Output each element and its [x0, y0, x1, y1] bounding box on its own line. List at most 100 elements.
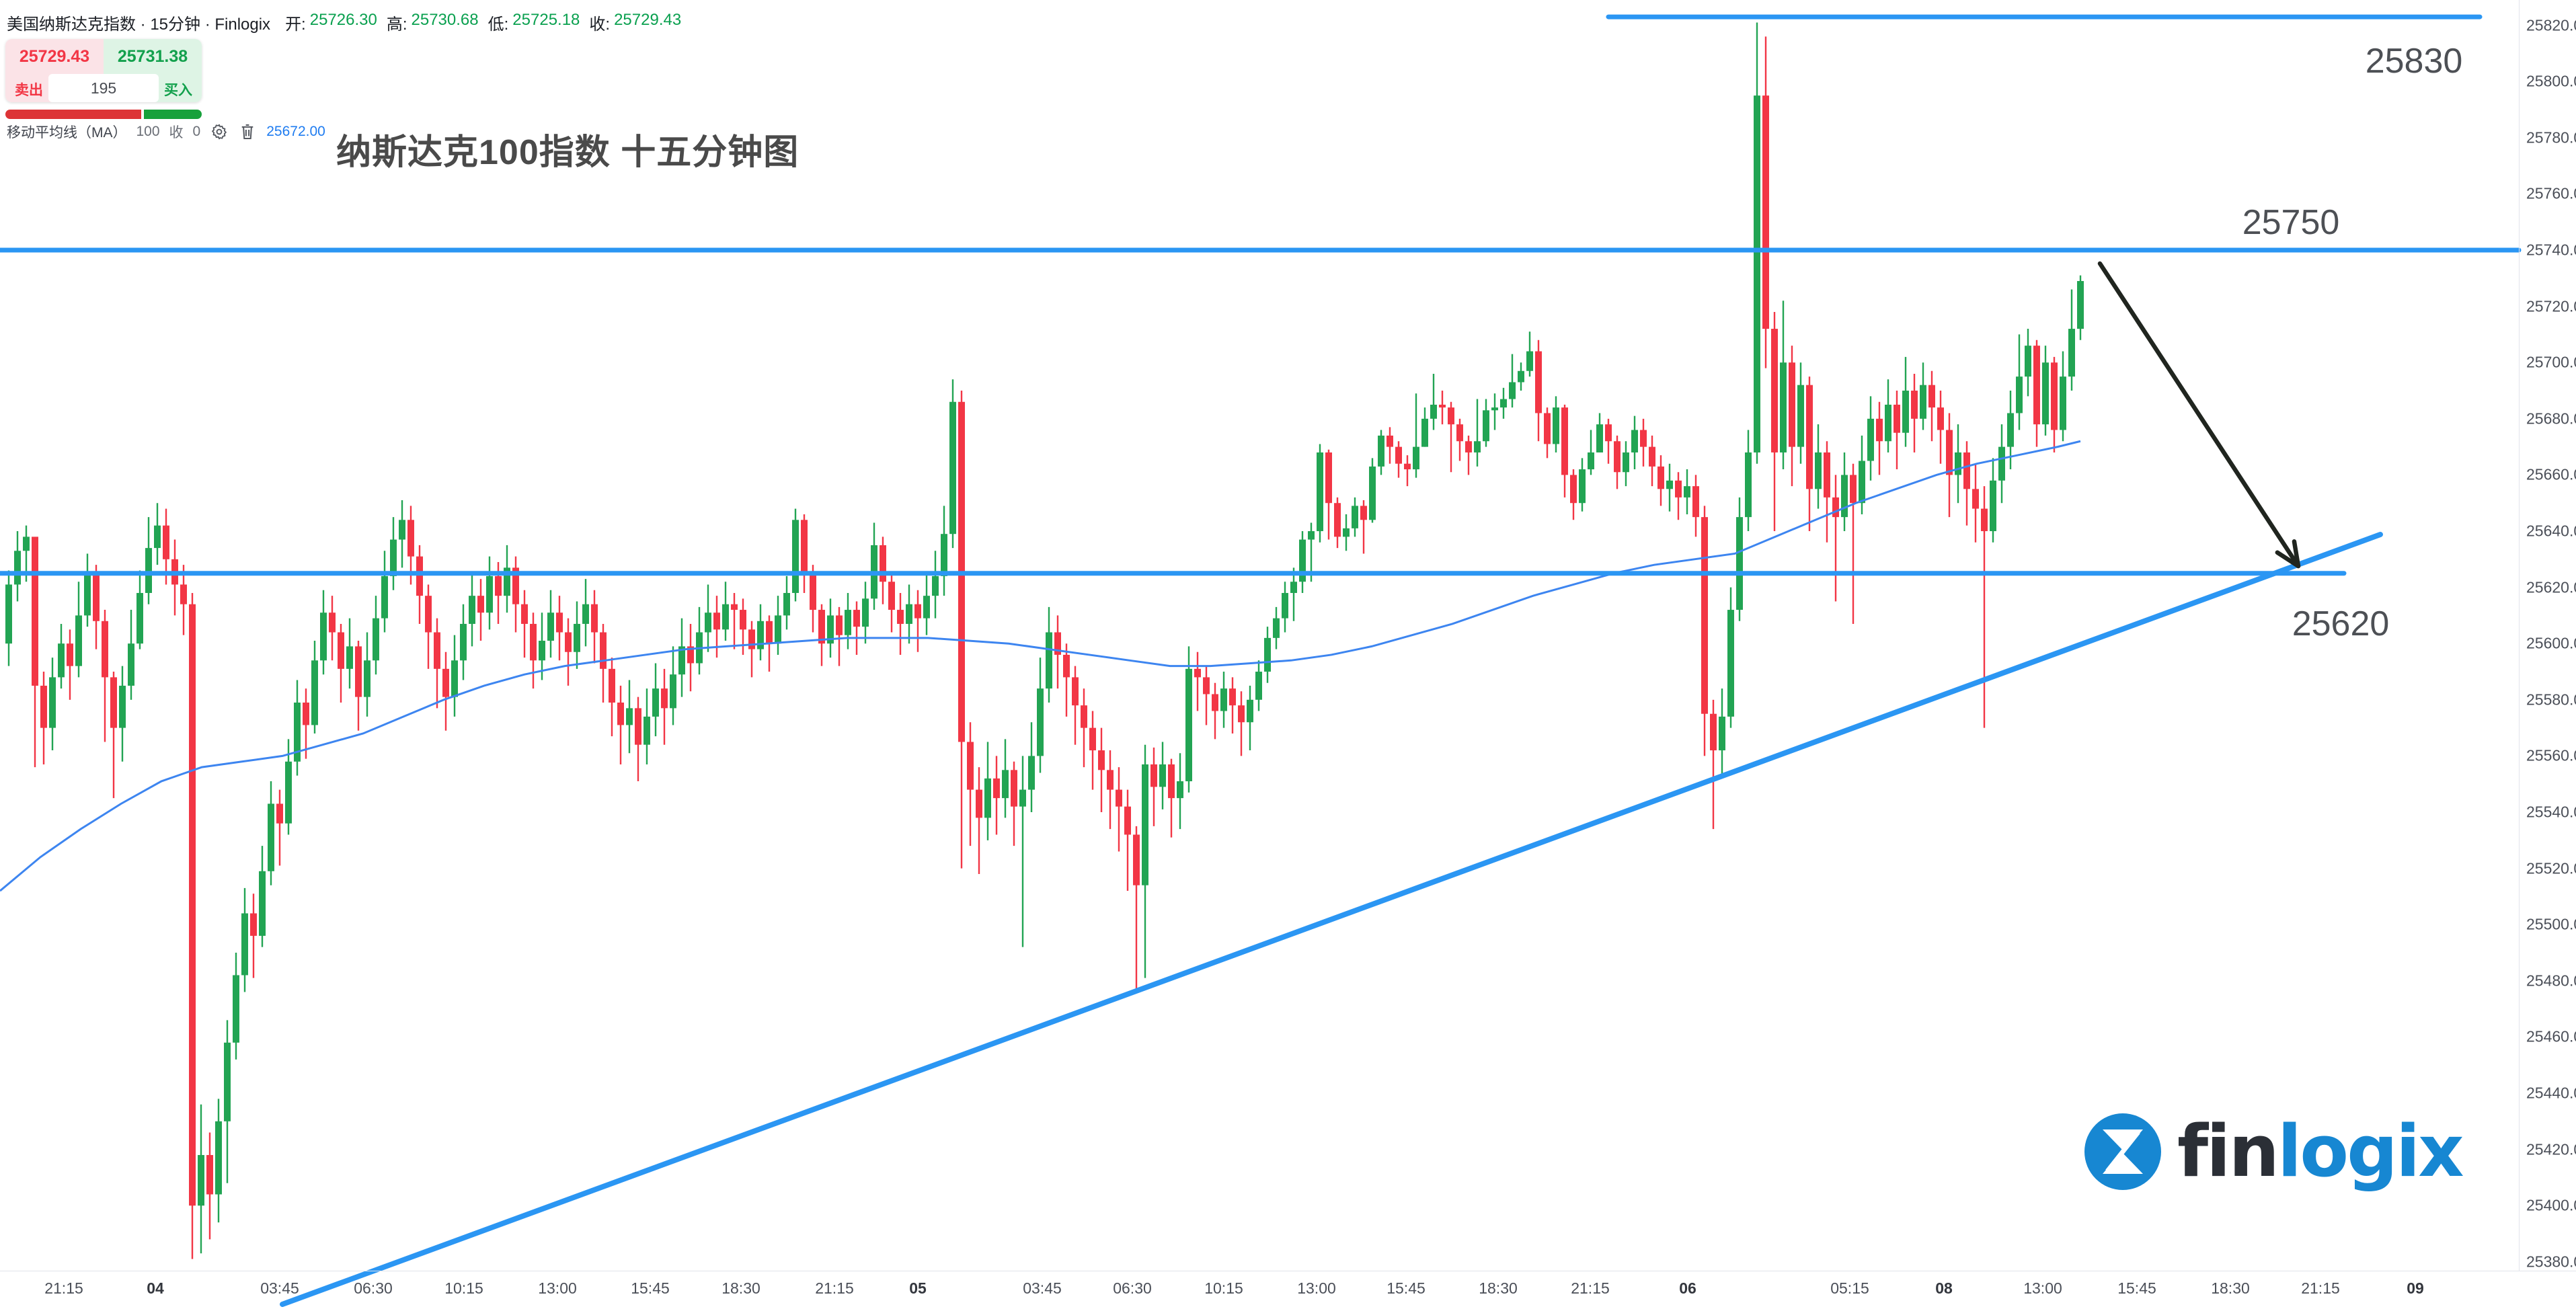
price-axis-label: 25760.00	[2526, 184, 2576, 202]
candle	[1448, 407, 1454, 425]
candle	[399, 520, 405, 540]
candle	[1841, 475, 1848, 518]
level-label-25830[interactable]: 25830	[2365, 42, 2463, 81]
level-label-25620[interactable]: 25620	[2292, 604, 2390, 643]
candle	[2051, 362, 2058, 430]
candle	[1465, 441, 1472, 452]
price-axis[interactable]: 25820.00 25800.00 25780.00 25760.00 25740.00…	[2519, 0, 2576, 1271]
candle	[84, 573, 91, 616]
candle	[1535, 351, 1542, 413]
candle	[259, 871, 266, 936]
candle	[976, 789, 982, 818]
symbol-title[interactable]: 美国纳斯达克指数 · 15分钟 · Finlogix	[7, 15, 271, 34]
time-axis-label: 15:45	[2117, 1279, 2156, 1297]
candle	[1491, 407, 1498, 411]
time-axis-label: 06:30	[354, 1279, 393, 1297]
candle	[539, 641, 545, 661]
candle	[853, 610, 860, 627]
open-value: 25726.30	[309, 11, 377, 29]
level-label-25750[interactable]: 25750	[2242, 203, 2340, 242]
candle	[1972, 489, 1979, 509]
candle	[1238, 705, 1245, 723]
trendline[interactable]	[280, 532, 2383, 1307]
indicator-value: 25672.00	[266, 124, 325, 139]
trash-icon[interactable]	[238, 122, 257, 141]
candle	[652, 688, 659, 717]
candle	[818, 610, 825, 644]
candle	[294, 703, 301, 762]
candle	[1920, 385, 1926, 419]
sentiment-sell-segment	[5, 110, 141, 119]
time-axis-label: 10:15	[444, 1279, 483, 1297]
sell-price[interactable]: 25729.43	[19, 47, 90, 66]
candle	[1282, 592, 1288, 619]
candle	[1623, 452, 1629, 473]
candle	[486, 576, 493, 613]
candle	[713, 612, 720, 630]
candle	[1194, 668, 1201, 678]
time-axis[interactable]: 21:15 04 03:45 06:30 10:15 13:00 15:45 18:30 21:…	[0, 1271, 2576, 1309]
candle	[1561, 407, 1568, 475]
candle	[1028, 756, 1035, 790]
price-axis-label: 25540.00	[2526, 803, 2576, 821]
candle	[75, 615, 82, 666]
sentiment-bar	[5, 110, 202, 119]
ma-line[interactable]	[0, 440, 2081, 892]
candle	[1885, 404, 1891, 442]
candle	[1946, 430, 1953, 475]
candle	[460, 623, 467, 661]
time-axis-label: 21:15	[815, 1279, 854, 1297]
candle	[136, 592, 143, 644]
sell-label[interactable]: 卖出	[15, 83, 43, 98]
candle	[1072, 677, 1079, 706]
time-axis-label: 06	[1679, 1279, 1696, 1297]
finlogix-logo: finlogix	[2084, 1113, 2464, 1190]
candle	[67, 643, 73, 666]
candle	[993, 778, 1000, 799]
candle	[1806, 385, 1813, 489]
candle	[14, 551, 21, 585]
indicator-name[interactable]: 移动平均线（MA）	[7, 125, 127, 141]
candle	[1631, 430, 1638, 452]
gear-icon[interactable]	[210, 122, 229, 141]
indicator-source: 收	[169, 125, 184, 141]
buy-label[interactable]: 买入	[164, 83, 192, 98]
candle	[1290, 582, 1297, 593]
candle	[1089, 727, 1096, 751]
candle	[748, 629, 755, 649]
price-axis-label: 25800.00	[2526, 72, 2576, 90]
candle	[626, 708, 633, 725]
time-axis-label: 21:15	[44, 1279, 83, 1297]
candle	[1710, 713, 1717, 751]
candle	[250, 913, 257, 936]
candle	[119, 685, 126, 728]
candle	[801, 520, 808, 573]
candle	[1107, 770, 1114, 790]
arrow-annotation[interactable]	[2097, 261, 2301, 569]
time-axis-label: 21:15	[1571, 1279, 1610, 1297]
candle	[40, 685, 47, 728]
candle	[1579, 469, 1586, 504]
buy-price[interactable]: 25731.38	[117, 47, 188, 66]
price-axis-label: 25740.00	[2526, 241, 2576, 259]
candle	[2077, 281, 2084, 329]
arrow-head	[2275, 539, 2301, 569]
candle	[1998, 446, 2005, 481]
candle	[1098, 750, 1105, 770]
candle	[845, 610, 851, 635]
candle	[600, 632, 607, 669]
candle	[2060, 376, 2066, 430]
candle	[1745, 452, 1752, 518]
candle	[1614, 441, 1621, 473]
candle	[1116, 789, 1122, 807]
candle	[338, 632, 344, 669]
high-value: 25730.68	[411, 11, 479, 29]
candle	[1911, 391, 1918, 419]
price-axis-label: 25720.00	[2526, 297, 2576, 315]
candle	[1063, 654, 1070, 678]
candle	[110, 677, 117, 728]
candle	[1518, 370, 1524, 383]
candle	[1273, 618, 1280, 638]
candle	[215, 1121, 222, 1195]
